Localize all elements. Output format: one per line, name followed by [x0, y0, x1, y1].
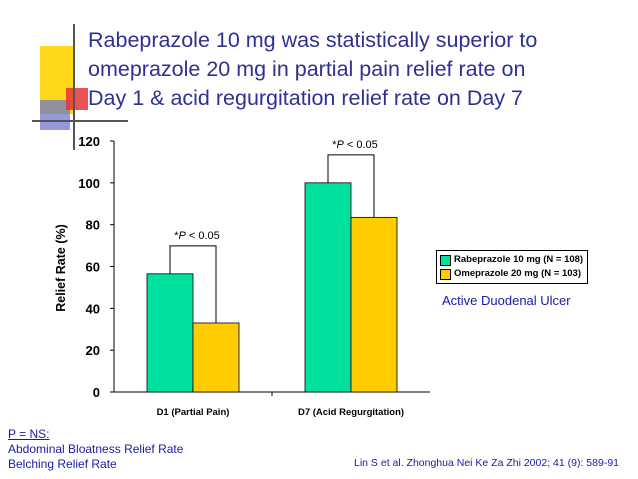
title-line-2: omeprazole 20 mg in partial pain relief …: [88, 57, 526, 81]
deco-blue-square: [40, 100, 70, 130]
y-tick-label: 60: [86, 260, 100, 275]
title-line-3: Day 1 & acid regurgitation relief rate o…: [88, 86, 524, 110]
deco-vertical-line: [73, 24, 75, 150]
x-tick-label: D7 (Acid Regurgitation): [298, 407, 404, 418]
note-item-belching: Belching Relief Rate: [8, 457, 117, 471]
x-tick-label: D1 (Partial Pain): [157, 407, 230, 418]
bar-rabeprazole: [304, 182, 352, 393]
legend-item-omeprazole: Omeprazole 20 mg (N = 103): [440, 267, 583, 281]
deco-red-square: [66, 88, 88, 110]
y-tick-label: 20: [86, 343, 100, 358]
bar-omeprazole: [350, 216, 398, 393]
legend-label-rabeprazole: Rabeprazole 10 mg (N = 108): [454, 254, 584, 265]
title-line-1: Rabeprazole 10 mg was statistically supe…: [88, 28, 538, 52]
bar-omeprazole: [192, 322, 240, 393]
deco-horizontal-line: [32, 120, 128, 122]
y-tick-label: 80: [86, 218, 100, 233]
bar-rabeprazole: [146, 273, 194, 393]
chart-subtitle: Active Duodenal Ulcer: [442, 293, 571, 308]
significance-label: *P < 0.05: [174, 230, 220, 242]
legend-swatch-rabeprazole: [440, 254, 451, 266]
y-tick-label: 0: [93, 385, 100, 400]
legend: Rabeprazole 10 mg (N = 108) Omeprazole 2…: [436, 250, 589, 284]
significance-label: *P < 0.05: [332, 139, 378, 151]
legend-item-rabeprazole: Rabeprazole 10 mg (N = 108): [440, 253, 583, 267]
significance-bracket: [169, 245, 217, 323]
slide-title: Rabeprazole 10 mg was statistically supe…: [88, 26, 628, 113]
citation: Lin S et al. Zhonghua Nei Ke Za Zhi 2002…: [354, 457, 619, 469]
y-axis-label: Relief Rate (%): [54, 224, 68, 312]
notes: P = NS: Abdominal Bloatness Relief Rate …: [8, 427, 183, 472]
legend-swatch-omeprazole: [440, 268, 451, 280]
note-item-bloatness: Abdominal Bloatness Relief Rate: [8, 442, 184, 456]
y-tick-label: 100: [78, 176, 100, 191]
y-tick-label: 120: [78, 134, 100, 149]
legend-label-omeprazole: Omeprazole 20 mg (N = 103): [454, 268, 581, 279]
y-tick-label: 40: [86, 301, 100, 316]
plot-area: 0 20 40 60 80 100 120 D1 (Partial Pain) *P < 0.0…: [78, 134, 430, 418]
significance-bracket: [327, 154, 375, 218]
ns-label: P = NS:: [8, 427, 50, 441]
